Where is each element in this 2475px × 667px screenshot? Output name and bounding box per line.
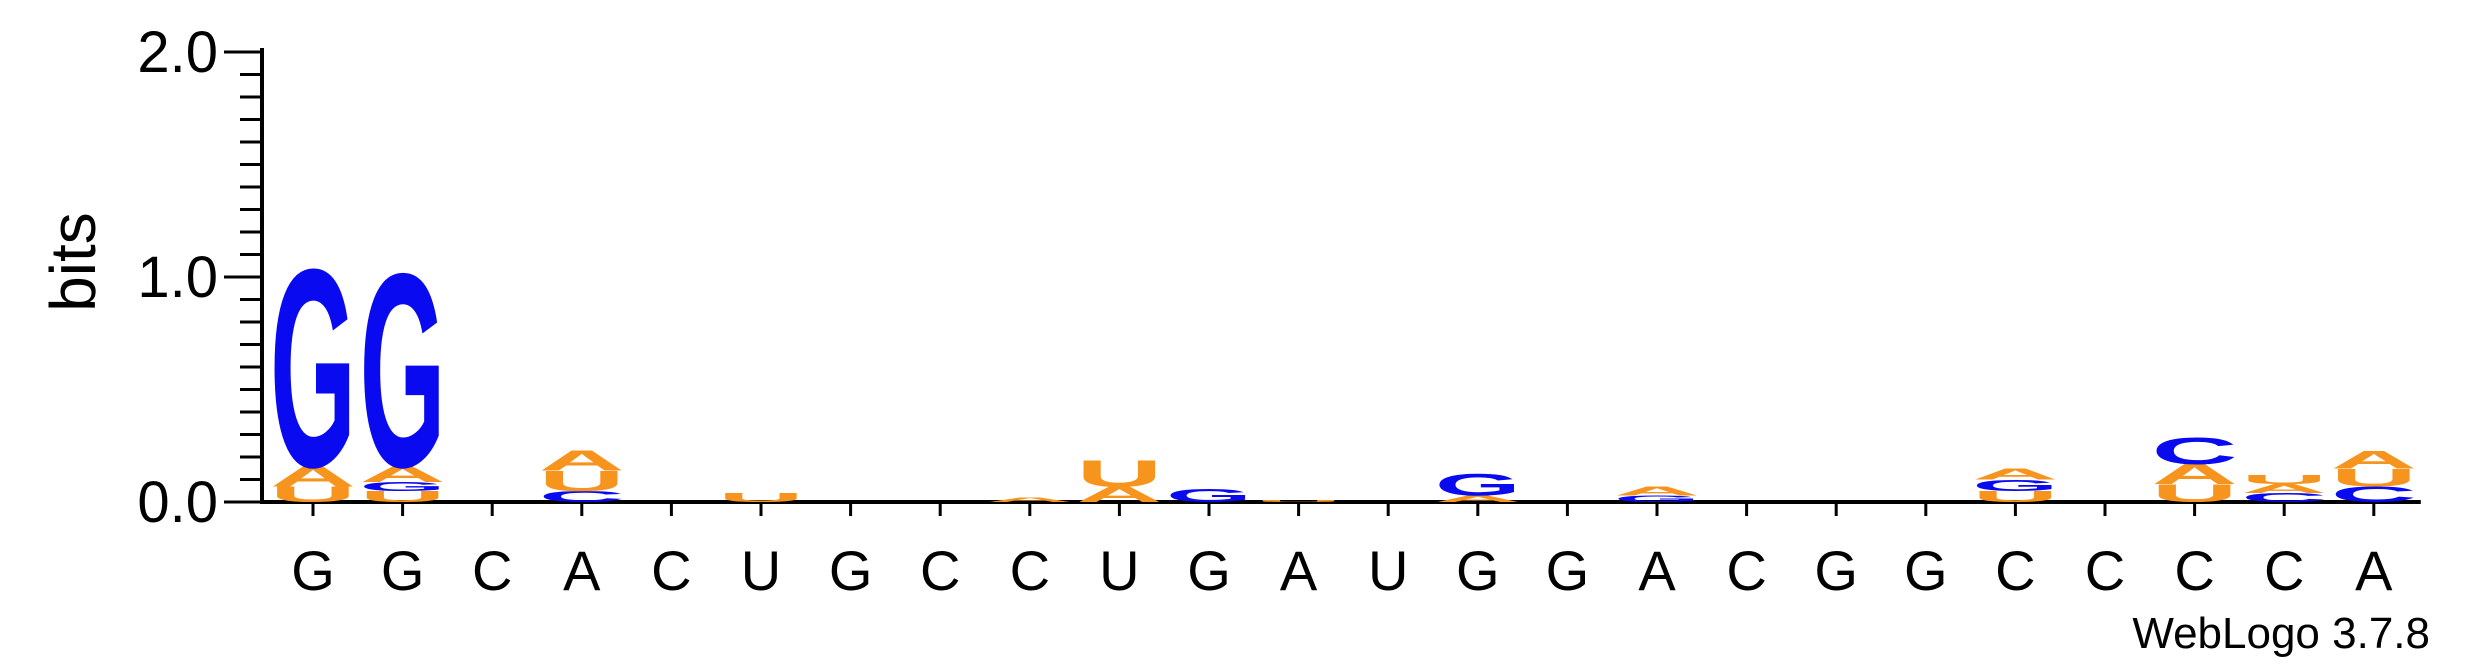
logo-letter-U: U	[270, 482, 356, 507]
logo-letter-C: C	[539, 488, 625, 506]
logo-letter-G: G	[1166, 485, 1252, 506]
position-label: A	[1638, 539, 1676, 602]
logo-letter-G: G	[270, 210, 356, 526]
position-label: G	[1187, 539, 1231, 602]
position-label: C	[651, 539, 691, 602]
y-tick-label: 1.0	[137, 245, 218, 310]
position-label: C	[2085, 539, 2125, 602]
y-axis: 0.0 1.0 2.0	[137, 20, 264, 535]
logo-letter-U: U	[2152, 480, 2238, 508]
position-label: U	[1368, 539, 1408, 602]
logo-letter-G: G	[360, 479, 446, 493]
logo-letter-U: U	[1076, 452, 1162, 494]
position-label: U	[1099, 539, 1139, 602]
logo-letter-C: C	[2241, 491, 2327, 505]
logo-letter-U: U	[2241, 473, 2327, 487]
position-label: A	[1280, 539, 1318, 602]
logo-letter-U: U	[2331, 464, 2417, 492]
position-label: C	[2174, 539, 2214, 602]
logo-letter-A: A	[1435, 494, 1521, 504]
position-label: C	[1995, 539, 2035, 602]
logo-letter-A: A	[987, 496, 1073, 503]
position-label: C	[472, 539, 512, 602]
logo-letter-A: A	[1076, 482, 1162, 507]
position-label: G	[381, 539, 425, 602]
position-label: C	[920, 539, 960, 602]
y-tick-label: 2.0	[137, 20, 218, 85]
logo-letter-U: U	[360, 488, 446, 506]
logo-letter-U: U	[1972, 488, 2058, 506]
logo-letter-G: G	[1614, 493, 1700, 504]
logo-letter-G: G	[1435, 467, 1521, 502]
position-label: G	[829, 539, 873, 602]
weblogo-credit: WebLogo 3.7.8	[2132, 609, 2430, 658]
logo-letter-A: A	[1972, 465, 2058, 483]
position-label: C	[2264, 539, 2304, 602]
position-label: C	[1010, 539, 1050, 602]
logo-letter-A: A	[1614, 484, 1700, 498]
logo-letter-G: G	[1972, 477, 2058, 495]
position-label: G	[1814, 539, 1858, 602]
logo-letter-C: C	[2152, 430, 2238, 472]
y-axis-label: bits	[37, 212, 109, 312]
logo-letter-U: U	[1256, 499, 1342, 503]
logo-letter-A: A	[2331, 446, 2417, 474]
position-label: A	[2355, 539, 2393, 602]
position-label: A	[563, 539, 601, 602]
logo-letter-A: A	[2241, 482, 2327, 496]
logo-letter-C: C	[2331, 482, 2417, 507]
logo-letter-A: A	[539, 445, 625, 476]
position-label: C	[1726, 539, 1766, 602]
logo-letter-U: U	[718, 491, 804, 505]
position-label: G	[1546, 539, 1590, 602]
logo-letter-G: G	[360, 215, 446, 525]
logo-letter-A: A	[2152, 459, 2238, 490]
logo-letter-A: A	[360, 462, 446, 487]
position-label: G	[1456, 539, 1500, 602]
position-label: G	[1904, 539, 1948, 602]
position-label: G	[291, 539, 335, 602]
logo-letter-U: U	[539, 466, 625, 497]
y-tick-label: 0.0	[137, 470, 218, 535]
logo-letter-A: A	[270, 461, 356, 492]
position-label: U	[741, 539, 781, 602]
